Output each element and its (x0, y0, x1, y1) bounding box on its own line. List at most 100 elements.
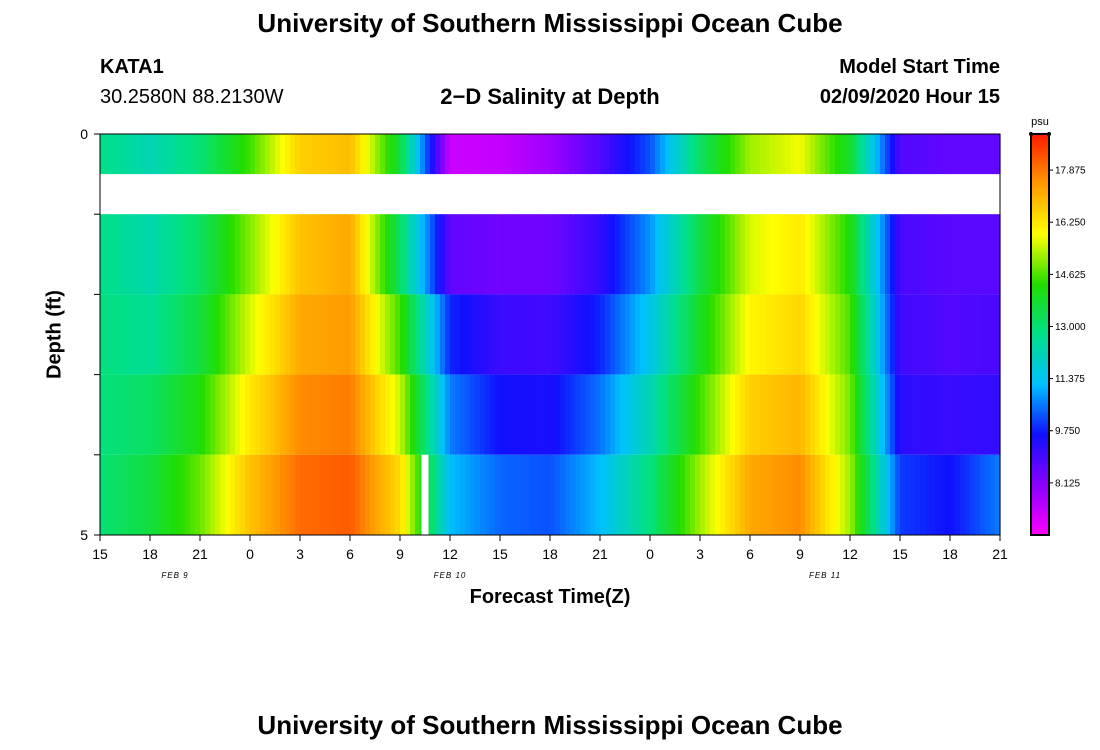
x-tick-label: 15 (492, 546, 508, 562)
heatmap-cell (105, 294, 111, 375)
heatmap-cell (165, 374, 171, 455)
heatmap-cell (295, 294, 301, 375)
heatmap-cell (950, 214, 956, 295)
heatmap-cell (765, 454, 771, 535)
heatmap-cell (405, 214, 411, 295)
heatmap-cell (600, 134, 606, 175)
heatmap-cell (475, 214, 481, 295)
heatmap-cell (980, 214, 986, 295)
heatmap-cell (760, 214, 766, 295)
heatmap-cell (120, 294, 126, 375)
heatmap-cell (235, 374, 241, 455)
x-tick-label: 0 (646, 546, 654, 562)
heatmap-cell (900, 454, 906, 535)
heatmap-cell (210, 294, 216, 375)
heatmap-cell (175, 134, 181, 175)
heatmap-cell (460, 294, 466, 375)
heatmap-cell (565, 374, 571, 455)
heatmap-cell (905, 294, 911, 375)
heatmap-cell (465, 374, 471, 455)
heatmap-cell (745, 214, 751, 295)
heatmap-cell (650, 214, 656, 295)
heatmap-cell (965, 134, 971, 175)
heatmap-cell (190, 134, 196, 175)
heatmap-cell (995, 134, 1001, 175)
heatmap-cell (390, 454, 396, 535)
heatmap-cell (305, 374, 311, 455)
heatmap-cell (915, 214, 921, 295)
heatmap-cell (910, 134, 916, 175)
heatmap-cell (925, 454, 931, 535)
heatmap-cell (830, 214, 836, 295)
heatmap-cell (840, 454, 846, 535)
heatmap-cell (990, 294, 996, 375)
x-tick-label: 9 (396, 546, 404, 562)
heatmap-cell (400, 294, 406, 375)
heatmap-cell (805, 374, 811, 455)
heatmap-cell (735, 214, 741, 295)
heatmap-cell (945, 374, 951, 455)
heatmap-cell (235, 294, 241, 375)
heatmap-cell (890, 294, 896, 375)
heatmap-cell (790, 294, 796, 375)
heatmap-cell (270, 134, 276, 175)
heatmap-cell (845, 374, 851, 455)
heatmap-cell (725, 294, 731, 375)
heatmap-cell (895, 454, 901, 535)
heatmap-cell (590, 134, 596, 175)
x-tick-label: 12 (442, 546, 458, 562)
heatmap-cell (135, 454, 141, 535)
heatmap-cell (600, 214, 606, 295)
heatmap-cell (940, 294, 946, 375)
page-title: University of Southern Mississippi Ocean… (257, 8, 843, 38)
heatmap-cell (415, 294, 421, 375)
heatmap-cell (255, 294, 261, 375)
heatmap-cell (950, 374, 956, 455)
heatmap-cell (315, 294, 321, 375)
heatmap-cell (905, 214, 911, 295)
heatmap-cell (725, 374, 731, 455)
heatmap-cell (555, 134, 561, 175)
heatmap-cell (585, 374, 591, 455)
heatmap-cell (210, 374, 216, 455)
heatmap-cell (645, 454, 651, 535)
colorbar-tick-label: 11.375 (1055, 374, 1085, 385)
heatmap-cell (770, 454, 776, 535)
y-axis: 05 (80, 126, 100, 543)
heatmap-cell (950, 454, 956, 535)
heatmap-cell (715, 214, 721, 295)
x-tick-label: 18 (142, 546, 158, 562)
heatmap-cell (420, 214, 426, 295)
heatmap-cell (630, 214, 636, 295)
heatmap-cell (970, 454, 976, 535)
heatmap-cell (130, 454, 136, 535)
heatmap-cell (660, 134, 666, 175)
heatmap-cell (910, 454, 916, 535)
heatmap-cell (940, 214, 946, 295)
heatmap-cell (160, 214, 166, 295)
heatmap-cell (860, 294, 866, 375)
marker-bar (421, 454, 429, 535)
heatmap-cell (380, 294, 386, 375)
heatmap-cell (575, 134, 581, 175)
heatmap-cell (245, 374, 251, 455)
heatmap-cell (780, 134, 786, 175)
heatmap-cell (595, 374, 601, 455)
model-start-value: 02/09/2020 Hour 15 (819, 86, 1000, 108)
heatmap-cell (230, 374, 236, 455)
heatmap-cell (130, 374, 136, 455)
heatmap-cell (815, 134, 821, 175)
heatmap-cell (185, 294, 191, 375)
heatmap-cell (860, 214, 866, 295)
heatmap-cell (230, 454, 236, 535)
heatmap-cell (620, 374, 626, 455)
heatmap-cell (660, 374, 666, 455)
y-tick-label: 5 (80, 527, 88, 543)
heatmap-cell (295, 134, 301, 175)
heatmap-cell (845, 454, 851, 535)
heatmap-cell (940, 374, 946, 455)
heatmap-cell (615, 214, 621, 295)
heatmap-cell (485, 294, 491, 375)
heatmap-cell (515, 134, 521, 175)
heatmap-cell (865, 214, 871, 295)
